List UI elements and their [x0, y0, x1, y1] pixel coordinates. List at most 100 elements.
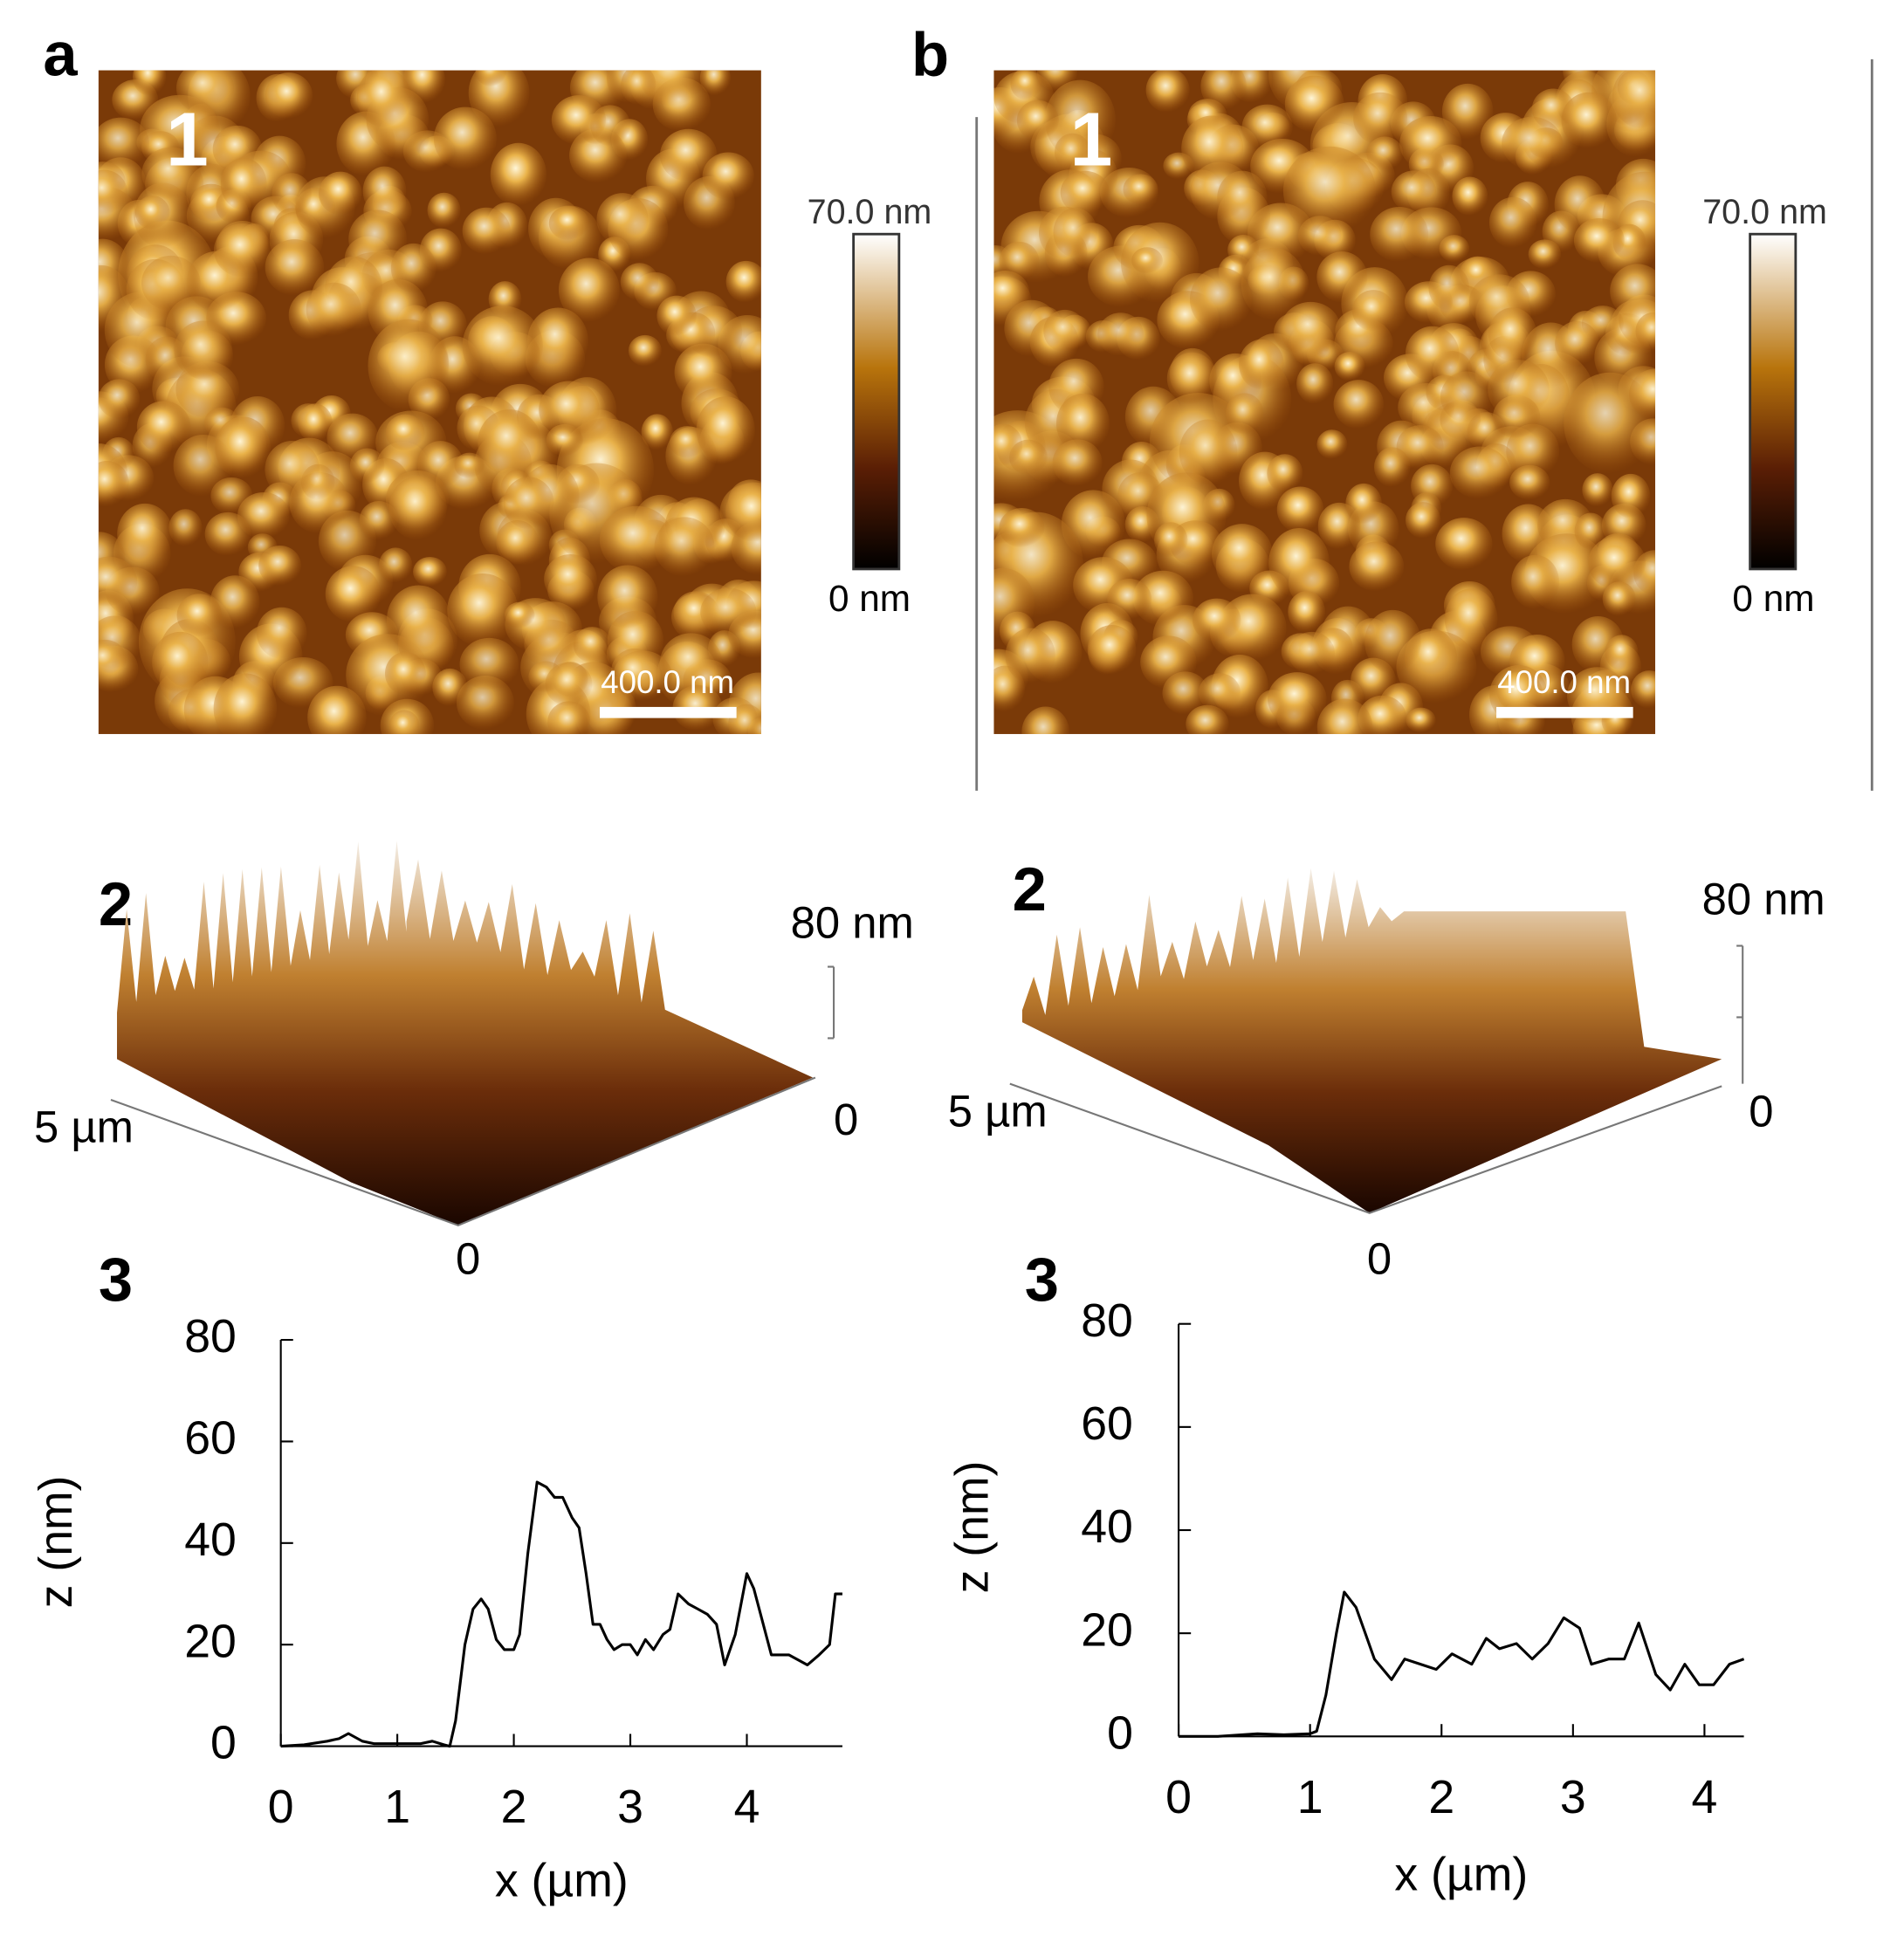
panel-label: a	[43, 20, 78, 89]
grain	[1200, 70, 1247, 111]
grain	[1043, 309, 1087, 353]
map-number: 1	[1070, 97, 1113, 182]
grain	[490, 142, 547, 207]
grain	[98, 556, 138, 608]
x-tick-label: 0	[268, 1781, 294, 1833]
grain	[558, 257, 620, 323]
grain	[1193, 598, 1241, 642]
grain	[1588, 536, 1646, 590]
grain	[475, 70, 507, 87]
y-tick-label: 60	[184, 1412, 237, 1465]
x-tick-label: 3	[1560, 1771, 1586, 1823]
grain	[237, 492, 290, 539]
scale-bar	[600, 706, 737, 718]
grain	[527, 307, 588, 374]
surface-axes	[110, 965, 835, 1226]
grain	[1186, 704, 1229, 734]
grain	[545, 662, 593, 707]
y-tick-label: 80	[184, 1310, 237, 1363]
colorbar	[852, 232, 901, 571]
grain	[1132, 570, 1193, 627]
y-tick-label: 40	[1081, 1500, 1133, 1553]
grain	[1199, 673, 1241, 712]
origin-label: 0	[1367, 1234, 1392, 1284]
grain	[1239, 339, 1284, 390]
grain	[1212, 524, 1273, 584]
grain	[1555, 320, 1599, 367]
grain	[413, 556, 447, 587]
grain	[573, 627, 611, 663]
grain	[265, 441, 320, 498]
grain	[1449, 446, 1510, 499]
grain	[204, 511, 251, 556]
grain	[1511, 554, 1560, 609]
grain	[596, 193, 649, 246]
grain	[98, 169, 127, 215]
x-tick-label: 1	[1297, 1771, 1323, 1823]
grain	[1364, 609, 1421, 675]
grain	[98, 117, 150, 169]
x-tick-label: 3	[617, 1781, 643, 1833]
grain	[1444, 588, 1498, 649]
grain	[1225, 393, 1264, 435]
grain	[98, 379, 141, 419]
grain	[1441, 83, 1494, 140]
grain	[1351, 290, 1395, 332]
panel-a: a 1 400.0 nm 70.0 nm 0 nm 2 80 nm 5 µm 0…	[34, 20, 931, 1315]
grain	[427, 192, 461, 229]
grain	[725, 260, 761, 303]
grain	[993, 271, 1030, 315]
scale-bar	[1496, 706, 1633, 718]
grain	[1179, 419, 1238, 485]
grain	[674, 343, 732, 402]
grain	[1611, 473, 1651, 518]
grain	[1629, 368, 1656, 420]
z-axis-label: 80 nm	[791, 897, 914, 947]
grain	[258, 546, 301, 586]
afm-texture	[98, 70, 761, 734]
grain	[544, 553, 597, 604]
grain	[1452, 176, 1488, 216]
grain	[999, 241, 1040, 281]
colorbar-max: 70.0 nm	[808, 193, 932, 231]
grain	[1502, 116, 1563, 170]
colorbar-min: 0 nm	[1732, 578, 1814, 619]
grain	[551, 95, 607, 145]
y-tick-label: 80	[1081, 1294, 1133, 1347]
grain	[176, 594, 223, 637]
grain	[503, 477, 554, 530]
grain	[1289, 631, 1336, 675]
grain	[1016, 100, 1059, 141]
grain	[1021, 706, 1069, 734]
grain	[638, 70, 707, 106]
grain	[1334, 352, 1365, 381]
grain	[447, 573, 519, 648]
grain	[388, 710, 420, 734]
grain	[141, 147, 201, 201]
grain	[319, 171, 362, 216]
grain	[1097, 312, 1144, 356]
grain	[307, 685, 367, 734]
x-axis-label: x (µm)	[1394, 1849, 1528, 1901]
grain	[1405, 502, 1441, 539]
grain	[993, 423, 1023, 467]
x-axis-end: 0	[834, 1095, 858, 1144]
grain	[1610, 264, 1656, 319]
grain	[306, 282, 361, 337]
grain	[1060, 170, 1110, 215]
grain	[496, 519, 539, 566]
grain	[1399, 115, 1462, 171]
grain	[1087, 625, 1137, 675]
grain	[433, 106, 497, 171]
grain	[1316, 698, 1373, 734]
grain	[1333, 380, 1385, 429]
colorbar	[1749, 232, 1797, 571]
grain	[999, 508, 1045, 548]
grain	[1561, 92, 1617, 148]
grain	[539, 381, 600, 438]
map-number: 1	[166, 97, 209, 182]
grain	[459, 637, 519, 691]
grain	[1370, 206, 1429, 263]
grain	[378, 547, 413, 583]
